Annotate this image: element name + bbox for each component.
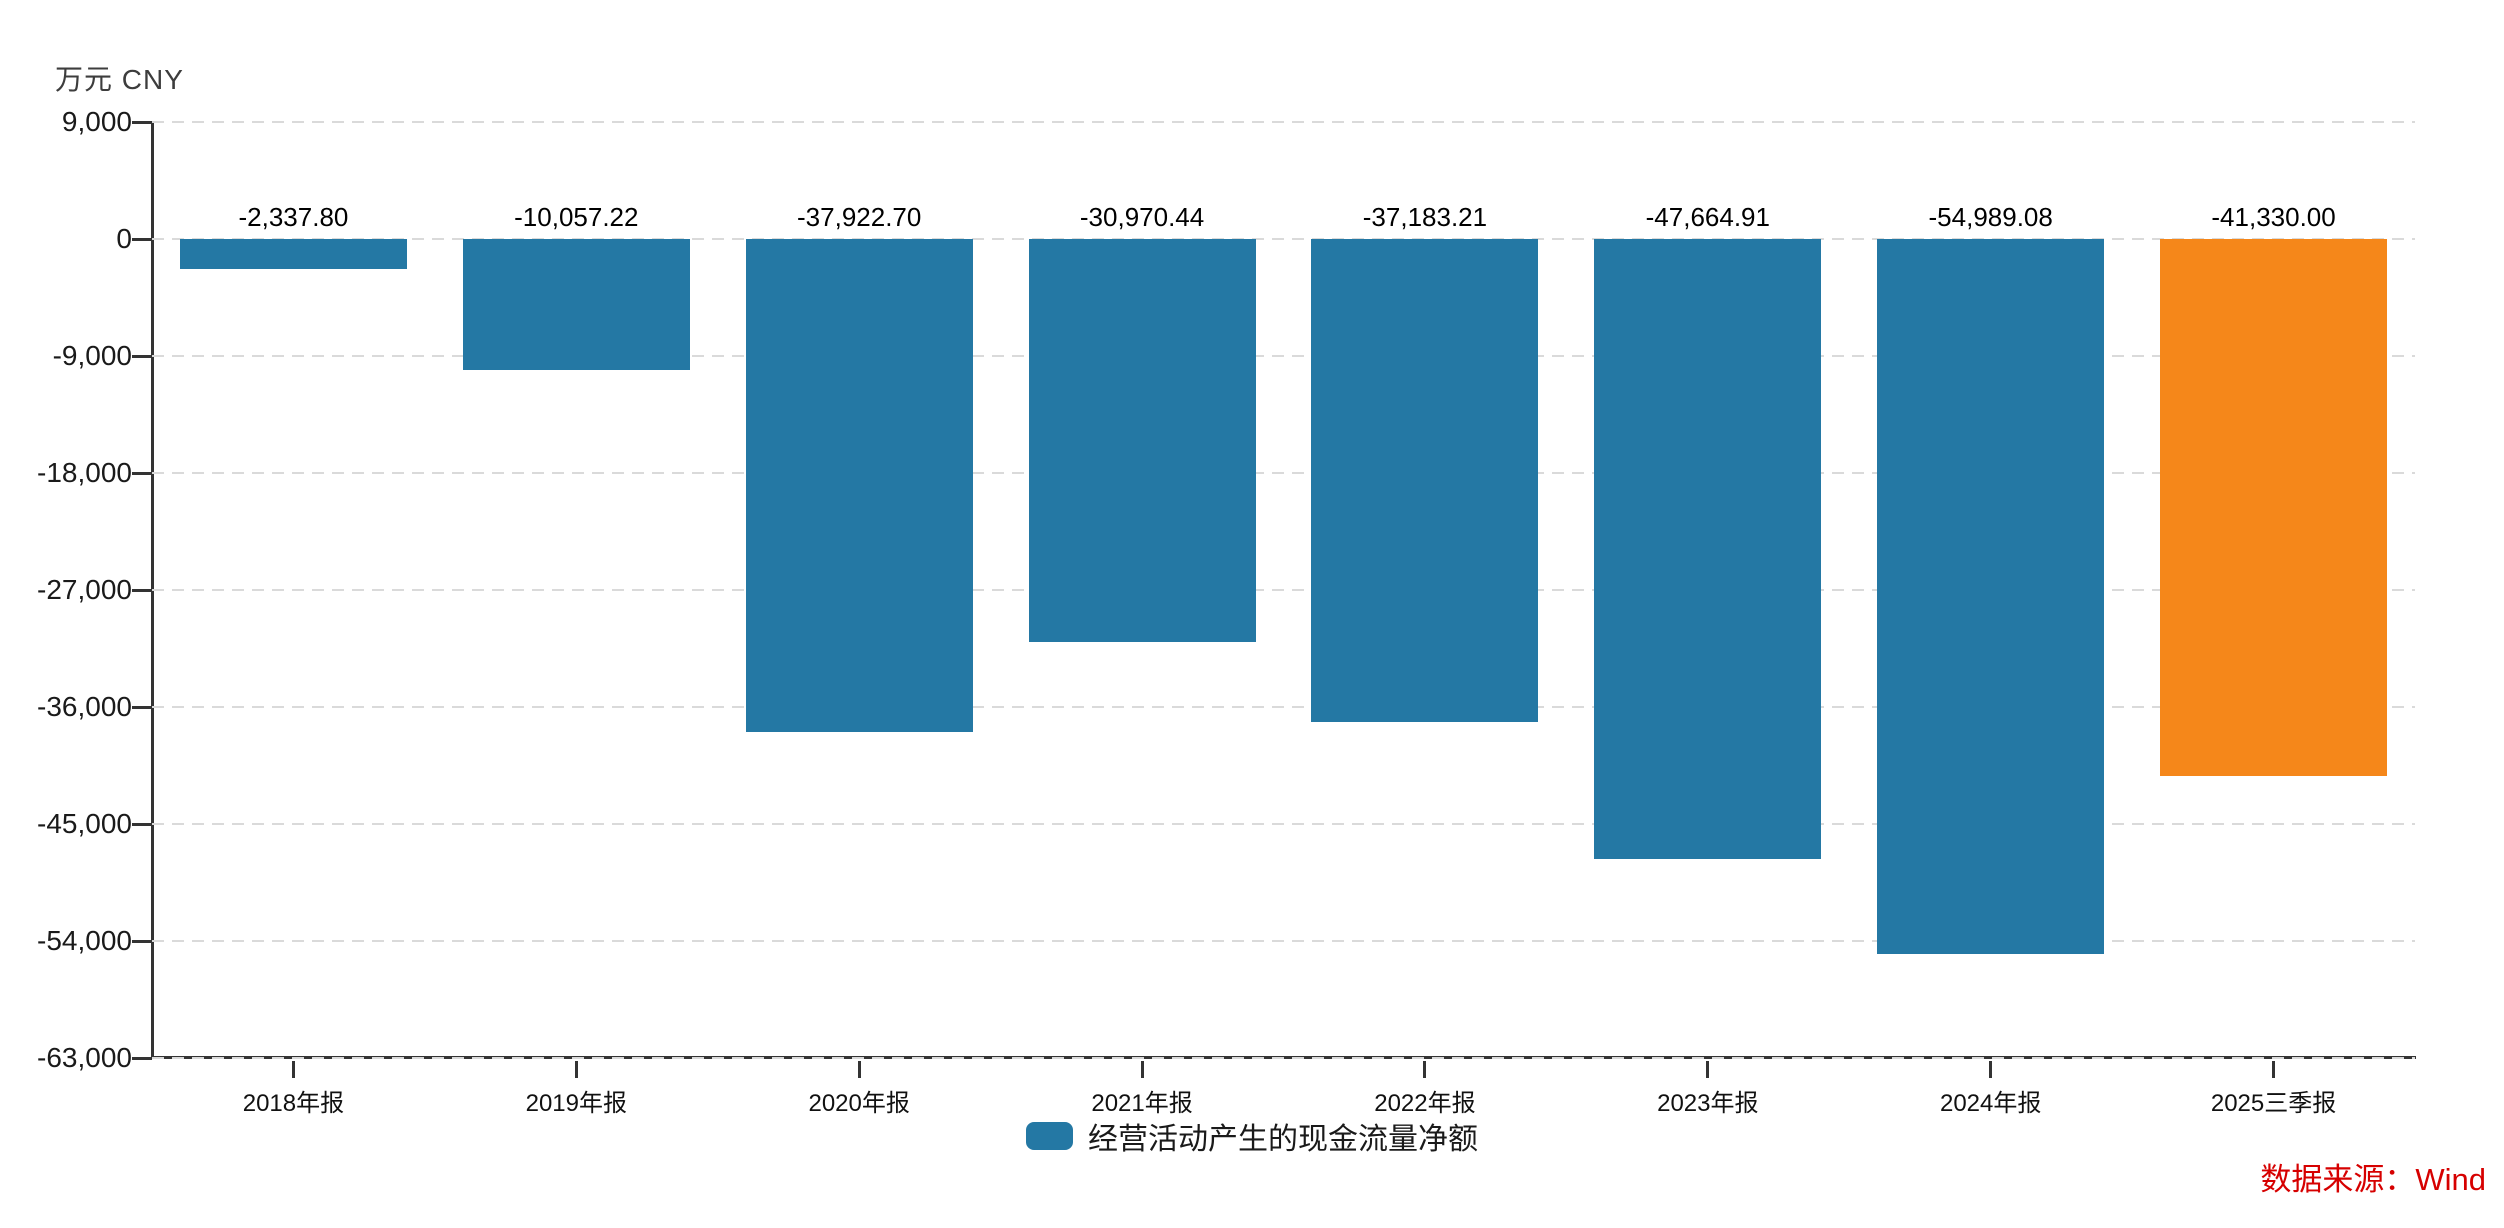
x-axis-tick xyxy=(1706,1061,1710,1078)
x-axis-tick xyxy=(2272,1061,2276,1078)
bar-value-label: -30,970.44 xyxy=(1079,202,1205,232)
y-axis-tick xyxy=(132,354,152,358)
gridline xyxy=(152,238,2415,240)
x-axis-tick-label: 2019年报 xyxy=(525,1090,627,1117)
bar-value-label: -2,337.80 xyxy=(238,202,349,232)
gridline xyxy=(152,121,2415,123)
x-axis-tick-label: 2018年报 xyxy=(242,1090,345,1117)
y-axis-tick-label: 0 xyxy=(116,223,132,254)
legend[interactable]: 经营活动产生的现金流量净额 xyxy=(0,1114,2504,1158)
y-axis-tick xyxy=(132,588,152,592)
y-axis-tick-label: -36,000 xyxy=(37,691,132,722)
y-axis-tick xyxy=(132,120,152,124)
x-axis-tick xyxy=(1140,1061,1144,1078)
x-axis-tick-label: 2023年报 xyxy=(1657,1090,1759,1117)
y-axis-tick xyxy=(132,705,152,709)
bar-2024年报[interactable] xyxy=(1877,239,2105,954)
x-axis-tick xyxy=(574,1061,578,1078)
y-axis-tick xyxy=(132,939,152,943)
y-axis-tick xyxy=(132,1056,152,1060)
legend-swatch-icon xyxy=(1026,1122,1073,1150)
y-axis-tick-label: -45,000 xyxy=(37,808,132,839)
bar-2025三季报[interactable] xyxy=(2160,239,2388,777)
x-axis-tick-label: 2022年报 xyxy=(1374,1090,1476,1117)
bar-value-label: -37,183.21 xyxy=(1362,202,1488,232)
gridline xyxy=(152,355,2415,357)
data-source-label: 数据来源：Wind xyxy=(2260,1162,2486,1197)
bar-2023年报[interactable] xyxy=(1594,239,1822,859)
gridline xyxy=(152,589,2415,591)
bar-2022年报[interactable] xyxy=(1311,239,1539,723)
x-axis-tick xyxy=(857,1061,861,1078)
bar-2019年报[interactable] xyxy=(462,239,690,370)
y-axis-unit-label: 万元 CNY xyxy=(55,64,184,95)
gridline xyxy=(152,706,2415,708)
y-axis-tick-label: -54,000 xyxy=(37,925,132,956)
bar-2018年报[interactable] xyxy=(179,239,407,270)
y-axis-tick xyxy=(132,471,152,475)
x-axis-tick-label: 2024年报 xyxy=(1939,1090,2042,1117)
y-axis-tick xyxy=(132,237,152,241)
x-axis-tick xyxy=(1989,1061,1993,1078)
plot-area: 9,000 0 -9,000 -18,000 -27,000 -36,000 -45,000… xyxy=(37,106,2416,1117)
gridline xyxy=(152,1057,2415,1059)
y-axis-tick-label: -63,000 xyxy=(37,1042,132,1073)
gridline xyxy=(152,472,2415,474)
x-axis-tick-label: 2025三季报 xyxy=(2210,1090,2337,1117)
gridline xyxy=(152,940,2415,942)
y-axis-tick-label: -27,000 xyxy=(37,574,132,605)
gridline xyxy=(152,823,2415,825)
bar-value-label: -54,989.08 xyxy=(1928,202,2053,232)
x-axis-tick-label: 2021年报 xyxy=(1091,1090,1193,1117)
x-axis-tick xyxy=(1423,1061,1427,1078)
legend-label: 经营活动产生的现金流量净额 xyxy=(1088,1123,1478,1156)
x-axis-tick xyxy=(291,1061,295,1078)
bar-value-label: -10,057.22 xyxy=(514,202,639,232)
bar-value-label: -47,664.91 xyxy=(1645,202,1770,232)
bar-2020年报[interactable] xyxy=(745,239,973,732)
y-axis-tick-label: -18,000 xyxy=(37,457,132,488)
x-axis-tick-label: 2020年报 xyxy=(808,1090,910,1117)
y-axis-tick-label: -9,000 xyxy=(52,340,132,371)
bar-value-label: -41,330.00 xyxy=(2211,202,2336,232)
y-axis-tick-label: 9,000 xyxy=(61,106,132,137)
bar-2021年报[interactable] xyxy=(1028,239,1256,642)
y-axis-tick xyxy=(132,822,152,826)
bar-value-label: -37,922.70 xyxy=(797,202,922,232)
